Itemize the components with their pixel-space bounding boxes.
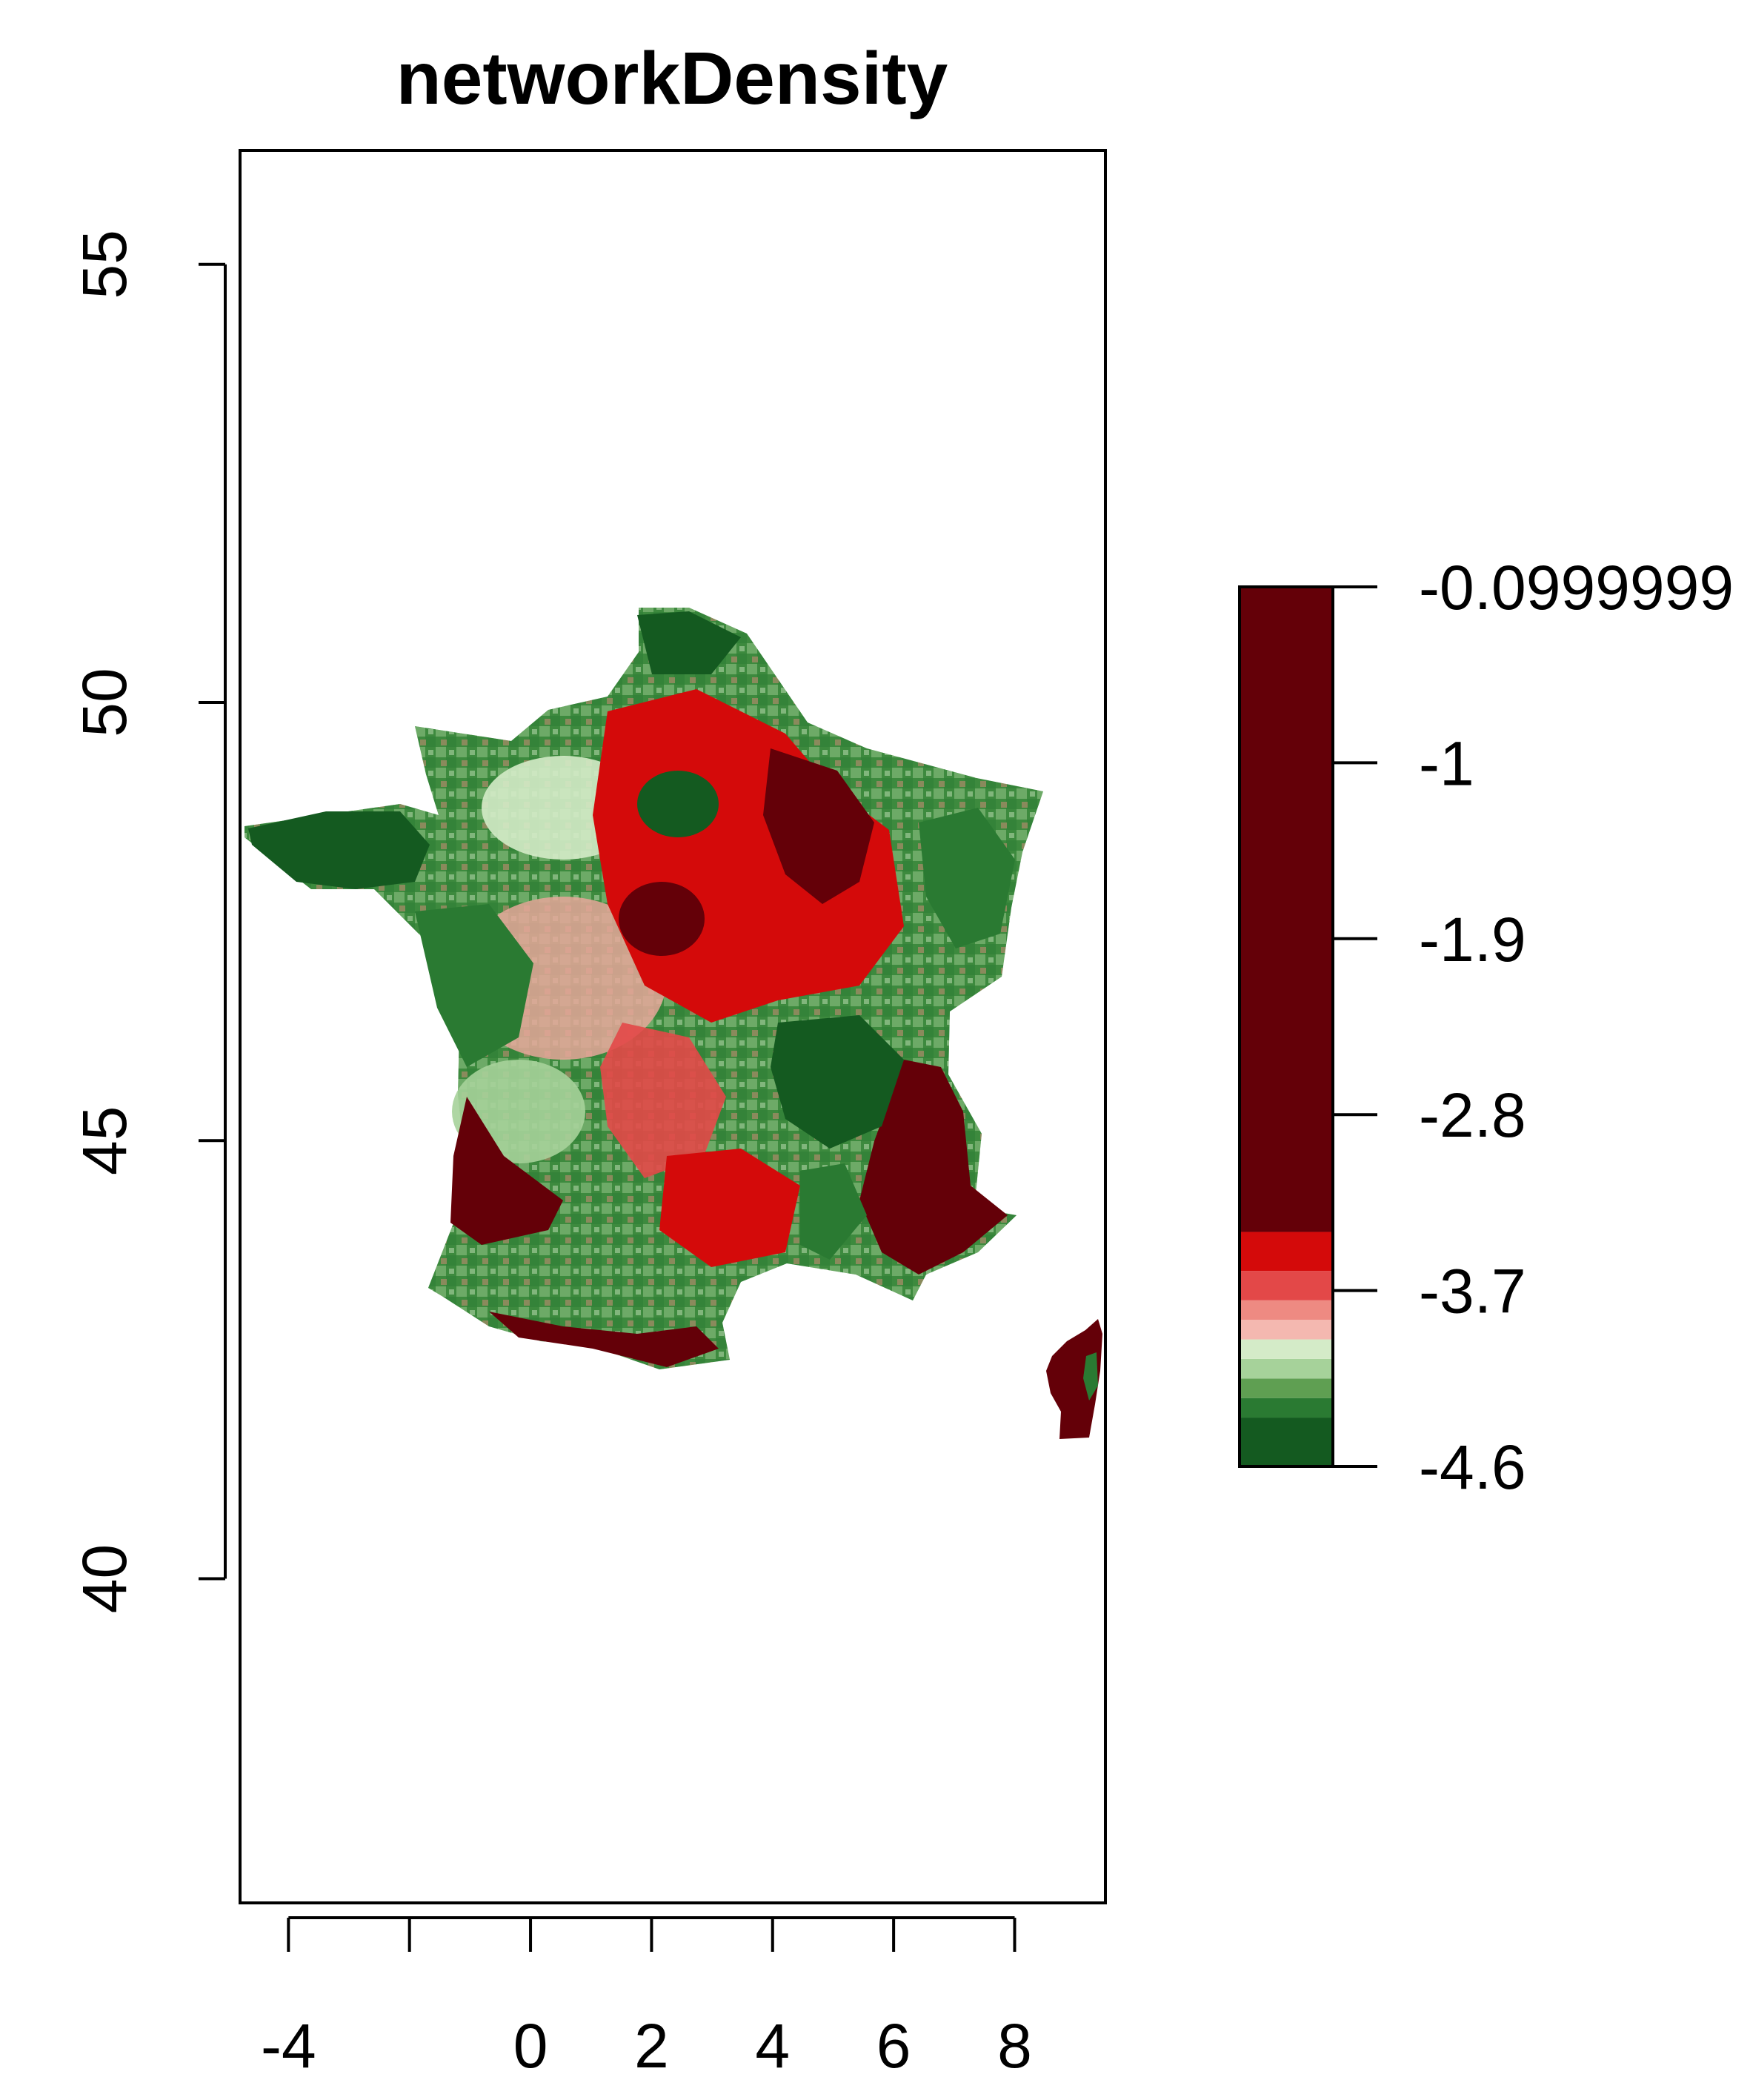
zone-west-green (415, 904, 533, 1067)
legend-tick-label: -1 (1419, 728, 1474, 798)
legend-band (1240, 587, 1333, 1232)
x-tick-label: 6 (876, 2011, 911, 2081)
chart-title: networkDensity (396, 37, 948, 120)
zone-paris-green (637, 771, 719, 837)
zone-northeast-dark (763, 748, 874, 904)
legend-tick-label: -0.0999999 (1419, 553, 1734, 622)
zone-northeast-green (637, 611, 741, 674)
x-tick-label: 8 (997, 2011, 1032, 2081)
legend-band (1240, 1398, 1333, 1418)
legend-band (1240, 1378, 1333, 1398)
zone-centre-dark (619, 882, 705, 956)
legend-tick-label: -2.8 (1419, 1080, 1526, 1150)
y-tick-label: 45 (70, 1106, 139, 1175)
zone-massif-red (659, 1149, 800, 1267)
legend-band (1240, 1339, 1333, 1359)
zone-pyrenees-dark (489, 1312, 719, 1367)
legend-band (1240, 1320, 1333, 1340)
zone-lyon-green (771, 1015, 904, 1149)
legend-color-bands (1240, 587, 1333, 1466)
x-tick-label: -4 (261, 2011, 316, 2081)
legend-band (1240, 1300, 1333, 1320)
legend-tick-label: -4.6 (1419, 1432, 1526, 1502)
y-tick-label: 40 (70, 1544, 139, 1613)
legend-ticks: -0.0999999 -1 -1.9 -2.8 -3.7 -4.6 (1333, 553, 1734, 1502)
y-tick-label: 55 (70, 230, 139, 299)
x-tick-label: 4 (755, 2011, 790, 2081)
legend-tick-label: -3.7 (1419, 1257, 1526, 1326)
x-axis: -4 0 2 4 6 8 (261, 1916, 1032, 2081)
zone-alps-dark (859, 1060, 1008, 1275)
zone-provence-green (800, 1163, 867, 1260)
y-tick-label: 50 (70, 668, 139, 737)
x-tick-label: 0 (513, 2011, 548, 2081)
zone-brittany-green (248, 811, 430, 889)
legend-frame (1238, 585, 1334, 1468)
legend-tick-label: -1.9 (1419, 905, 1526, 974)
x-tick-label: 2 (634, 2011, 669, 2081)
zone-center-red (600, 1023, 726, 1178)
y-axis: 40 45 50 55 (70, 230, 227, 1613)
corsica-green (1083, 1352, 1098, 1400)
plot-frame (239, 149, 1107, 1904)
legend-band (1240, 1418, 1333, 1466)
zone-aquitaine-dark (450, 1097, 563, 1245)
corsica (1046, 1319, 1102, 1439)
legend-band (1240, 1358, 1333, 1379)
raster-layer (244, 608, 1102, 1439)
color-legend: -0.0999999 -1 -1.9 -2.8 -3.7 -4.6 (1238, 553, 1734, 1502)
zone-vosges-green (919, 808, 1015, 948)
legend-band (1240, 1232, 1333, 1272)
legend-band (1240, 1271, 1333, 1300)
